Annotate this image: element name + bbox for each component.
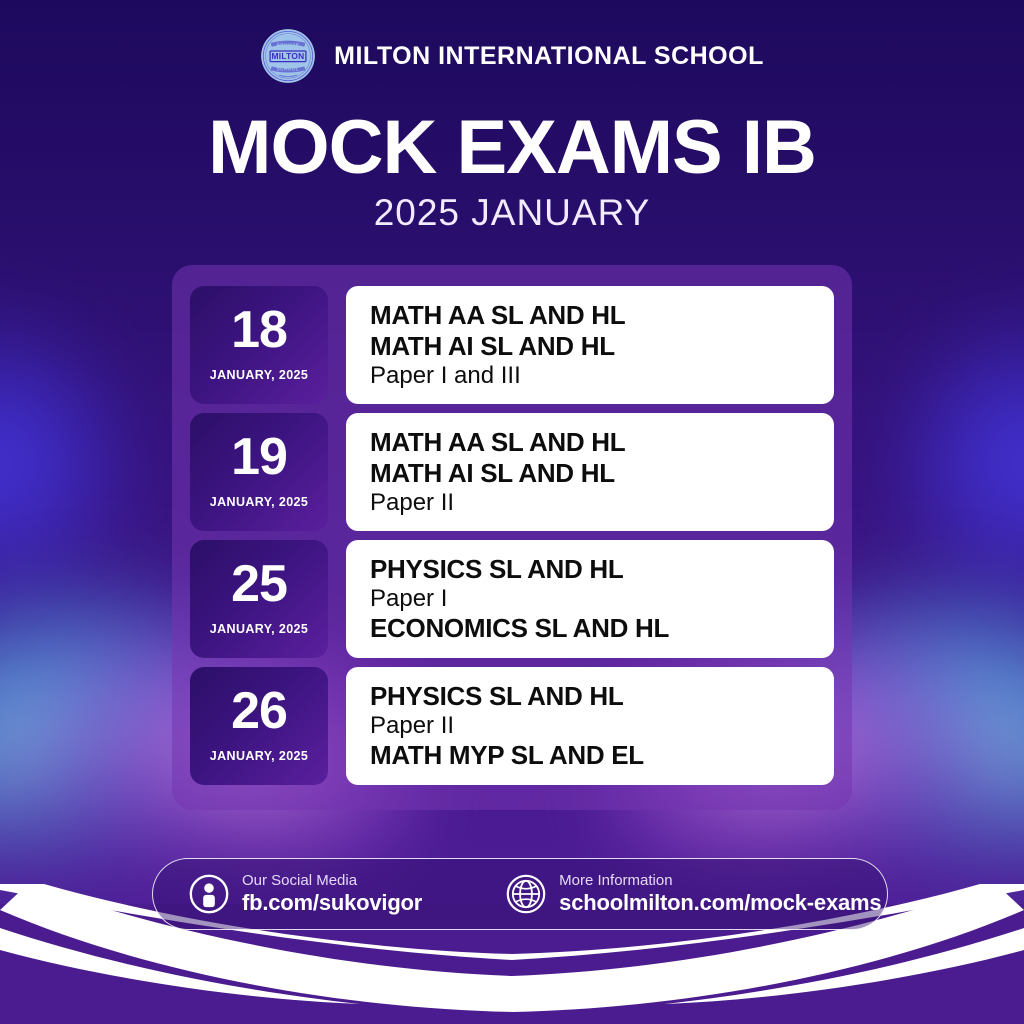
social-media-link[interactable]: Our Social Media fb.com/sukovigor bbox=[189, 872, 422, 915]
svg-text:SCHOOL: SCHOOL bbox=[277, 67, 299, 72]
exam-day-number: 19 bbox=[231, 428, 288, 486]
exam-date-box: 18 JANUARY, 2025 bbox=[190, 286, 328, 404]
exam-subject-line: MATH MYP SL AND EL bbox=[370, 740, 644, 771]
milton-school-badge-icon: MILTON PRIVATE SCHOOL bbox=[261, 29, 316, 83]
contact-footer-bar: Our Social Media fb.com/sukovigor More I… bbox=[152, 858, 888, 930]
exam-subject-card: MATH AA SL AND HL MATH AI SL AND HL Paper … bbox=[346, 286, 834, 404]
exam-subject-line: MATH AA SL AND HL bbox=[370, 427, 626, 458]
page-title: MOCK EXAMS IB bbox=[208, 105, 817, 190]
decorative-swoosh-graphic bbox=[0, 884, 1024, 1012]
exam-day-number: 18 bbox=[231, 301, 288, 359]
exam-month-year: JANUARY, 2025 bbox=[209, 368, 309, 382]
exam-day-number: 25 bbox=[231, 555, 288, 613]
svg-text:PRIVATE: PRIVATE bbox=[277, 42, 300, 47]
exam-subject-card: PHYSICS SL AND HL Paper I ECONOMICS SL AND… bbox=[346, 540, 834, 658]
exam-subject-line: MATH AI SL AND HL bbox=[370, 457, 615, 488]
exam-subject-line: MATH AA SL AND HL bbox=[370, 300, 626, 331]
background-glow-right-blue bbox=[872, 280, 1024, 650]
exam-month-year: JANUARY, 2025 bbox=[209, 495, 309, 509]
exam-row-list: 18 JANUARY, 2025 MATH AA SL AND HL MATH AI … bbox=[172, 286, 852, 785]
exam-row: 19 JANUARY, 2025 MATH AA SL AND HL MATH AI … bbox=[172, 413, 852, 531]
person-circle-icon bbox=[189, 874, 229, 914]
exam-day-number: 26 bbox=[231, 682, 288, 740]
exam-subject-line: ECONOMICS SL AND HL bbox=[370, 613, 670, 644]
exam-month-year: JANUARY, 2025 bbox=[209, 749, 309, 763]
globe-icon bbox=[506, 874, 546, 914]
page-subtitle: 2025 JANUARY bbox=[373, 192, 651, 233]
exam-subject-card: MATH AA SL AND HL MATH AI SL AND HL Paper … bbox=[346, 413, 834, 531]
exam-date-box: 19 JANUARY, 2025 bbox=[190, 413, 328, 531]
exam-paper-line: Paper I and III bbox=[370, 361, 521, 389]
exam-subject-line: PHYSICS SL AND HL bbox=[370, 554, 624, 585]
social-media-label: Our Social Media bbox=[242, 872, 358, 890]
exam-paper-line: Paper II bbox=[370, 711, 455, 739]
exam-subject-card: PHYSICS SL AND HL Paper II MATH MYP SL AND… bbox=[346, 667, 834, 785]
background-glow-left-blue bbox=[0, 280, 152, 650]
exam-paper-line: Paper I bbox=[370, 584, 448, 612]
exam-month-year: JANUARY, 2025 bbox=[209, 622, 309, 636]
more-information-label: More Information bbox=[559, 872, 673, 890]
exam-subject-line: MATH AI SL AND HL bbox=[370, 330, 615, 361]
more-information-link[interactable]: More Information schoolmilton.com/mock-e… bbox=[506, 872, 882, 915]
exam-date-box: 26 JANUARY, 2025 bbox=[190, 667, 328, 785]
exam-schedule-panel: 18 JANUARY, 2025 MATH AA SL AND HL MATH AI … bbox=[172, 265, 852, 810]
more-information-value: schoolmilton.com/mock-exams bbox=[559, 889, 882, 915]
exam-row: 18 JANUARY, 2025 MATH AA SL AND HL MATH AI … bbox=[172, 286, 852, 404]
brand-header: MILTON PRIVATE SCHOOL MILTON INTERNATION… bbox=[0, 28, 1024, 84]
svg-text:MILTON: MILTON bbox=[272, 51, 305, 61]
exam-row: 26 JANUARY, 2025 PHYSICS SL AND HL Paper II… bbox=[172, 667, 852, 785]
social-media-value: fb.com/sukovigor bbox=[242, 889, 423, 915]
exam-subject-line: PHYSICS SL AND HL bbox=[370, 681, 624, 712]
school-name: MILTON INTERNATIONAL SCHOOL bbox=[334, 41, 764, 70]
exam-paper-line: Paper II bbox=[370, 488, 455, 516]
exam-date-box: 25 JANUARY, 2025 bbox=[190, 540, 328, 658]
